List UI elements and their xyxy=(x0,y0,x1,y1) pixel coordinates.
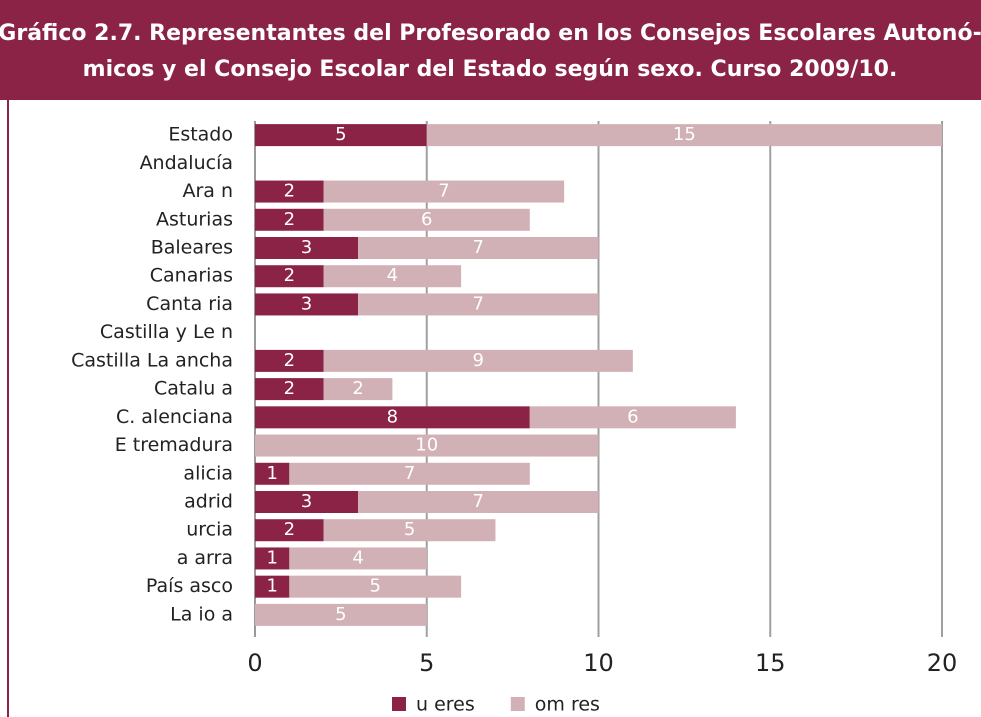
data-label: 3 xyxy=(301,491,312,512)
y-tick-label: Castilla La ancha xyxy=(71,349,233,371)
y-tick-label: Canarias xyxy=(150,265,233,287)
bar-segment xyxy=(323,265,462,288)
x-tick-label: 20 xyxy=(927,649,958,677)
data-label: 1 xyxy=(266,463,277,484)
bar-segment xyxy=(255,378,324,401)
y-tick-label: Castilla y Le n xyxy=(100,321,233,343)
bar-segment xyxy=(255,124,427,147)
data-label: 2 xyxy=(284,350,295,371)
y-tick-label: Andalucía xyxy=(140,152,233,174)
bar-segment xyxy=(358,237,599,259)
chart-title: Gráfico 2.7. Representantes del Profesor… xyxy=(0,21,981,46)
data-label: 7 xyxy=(438,181,449,202)
data-label: 6 xyxy=(421,209,432,230)
y-tick-label: Canta ria xyxy=(146,293,233,315)
data-label: 2 xyxy=(284,265,295,286)
bar-segment xyxy=(323,180,565,203)
bar-segment xyxy=(426,124,942,147)
y-tick-label: País asco xyxy=(146,575,233,597)
bar-segment xyxy=(358,491,599,513)
x-tick-label: 15 xyxy=(755,649,786,677)
data-label: 7 xyxy=(404,463,415,484)
data-label: 2 xyxy=(284,209,295,230)
bar-segment xyxy=(255,575,290,598)
y-tick-label: C. alenciana xyxy=(116,406,233,428)
title-banner xyxy=(0,0,981,100)
bar-segment xyxy=(255,462,290,485)
data-label: 2 xyxy=(284,181,295,202)
y-tick-label: adrid xyxy=(184,491,233,513)
bar-segment xyxy=(255,349,324,372)
data-label: 1 xyxy=(266,547,277,568)
y-tick-label: Ara n xyxy=(182,180,233,202)
y-tick-label: Catalu a xyxy=(154,378,233,400)
x-tick-label: 5 xyxy=(419,649,434,677)
bar-segment xyxy=(323,349,633,372)
y-tick-label: Baleares xyxy=(151,237,233,259)
data-label: 2 xyxy=(352,378,363,399)
bar-segment xyxy=(323,208,530,231)
bar-segment xyxy=(255,491,359,513)
data-label: 5 xyxy=(369,576,380,597)
bar-segment xyxy=(529,406,736,429)
bar-segment xyxy=(289,575,462,598)
bar-segment xyxy=(358,293,599,316)
bar-segment xyxy=(255,434,599,457)
y-tick-label: E tremadura xyxy=(115,434,233,456)
bar-segment xyxy=(323,519,496,542)
bar-segment xyxy=(255,519,324,542)
legend-swatch xyxy=(392,697,406,711)
data-label: 15 xyxy=(673,124,696,145)
data-label: 7 xyxy=(473,293,484,314)
legend-swatch xyxy=(510,697,525,711)
data-label: 2 xyxy=(284,378,295,399)
data-label: 10 xyxy=(415,435,438,456)
data-label: 5 xyxy=(335,604,346,625)
data-label: 3 xyxy=(301,293,312,314)
bar-segment xyxy=(255,406,530,429)
chart-title: micos y el Consejo Escolar del Estado se… xyxy=(83,57,898,82)
data-label: 7 xyxy=(473,491,484,512)
bar-segment xyxy=(255,208,324,231)
data-label: 5 xyxy=(404,519,415,540)
legend-label: om res xyxy=(535,694,600,716)
data-label: 3 xyxy=(301,237,312,258)
bar-segment xyxy=(323,378,393,401)
y-tick-label: Asturias xyxy=(156,208,233,230)
data-label: 6 xyxy=(627,406,638,427)
bar-segment xyxy=(289,462,530,485)
y-tick-label: alicia xyxy=(183,462,233,484)
bar-segment xyxy=(255,547,290,570)
y-tick-label: Estado xyxy=(168,124,233,146)
x-tick-label: 0 xyxy=(247,649,262,677)
data-label: 7 xyxy=(473,237,484,258)
y-tick-label: La io a xyxy=(170,603,233,625)
data-label: 5 xyxy=(335,124,346,145)
legend-label: u eres xyxy=(416,694,475,716)
data-label: 1 xyxy=(266,576,277,597)
bar-segment xyxy=(289,547,427,570)
bar-segment xyxy=(255,180,324,203)
y-tick-label: a arra xyxy=(177,547,233,569)
bar-segment xyxy=(255,265,324,288)
bar-segment xyxy=(255,293,359,316)
x-tick-label: 10 xyxy=(583,649,614,677)
data-label: 9 xyxy=(473,350,484,371)
y-tick-label: urcia xyxy=(186,519,233,541)
data-label: 2 xyxy=(284,519,295,540)
data-label: 8 xyxy=(387,406,398,427)
data-label: 4 xyxy=(387,265,398,286)
bar-segment xyxy=(255,603,427,626)
data-label: 4 xyxy=(352,547,363,568)
bar-segment xyxy=(255,237,359,259)
